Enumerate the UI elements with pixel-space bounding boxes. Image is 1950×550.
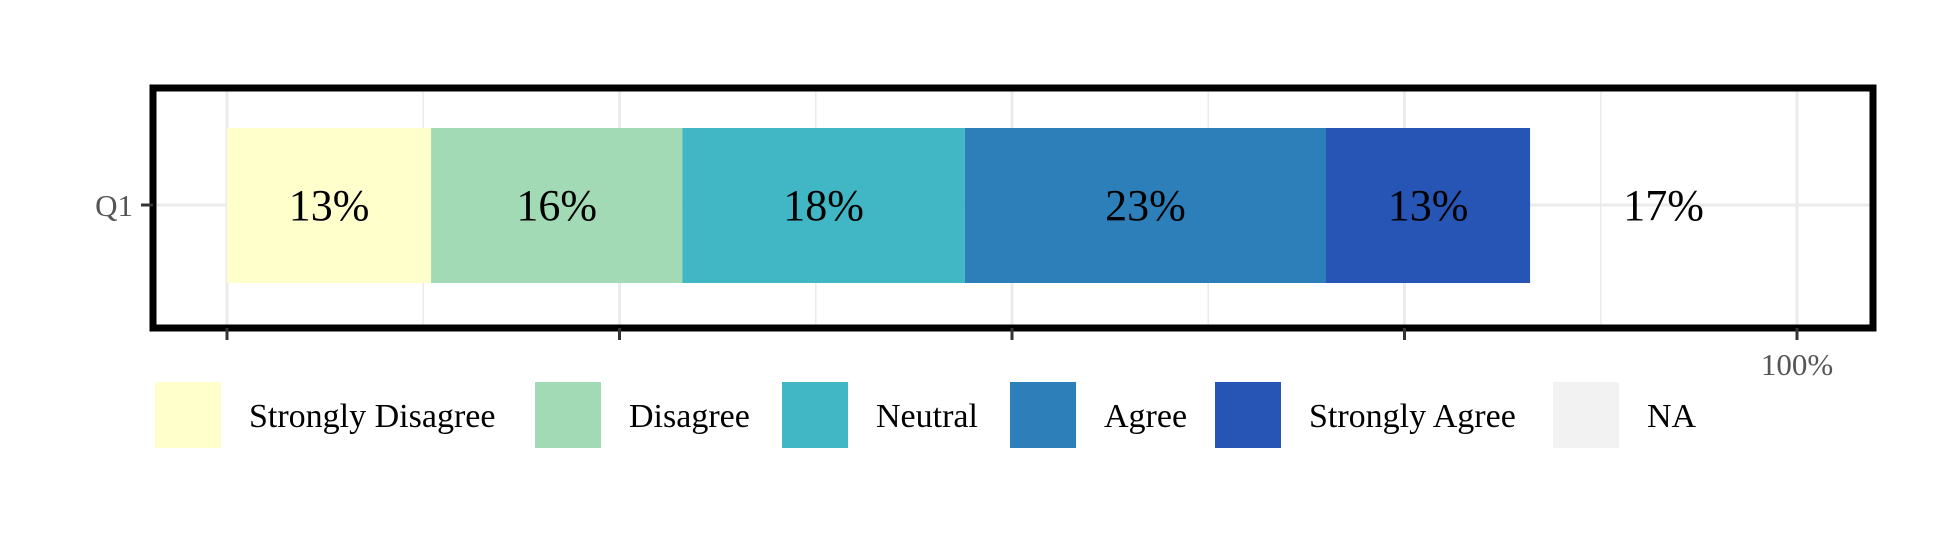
legend-label: NA [1647,398,1697,435]
x-tick-label: 100% [1761,347,1833,382]
legend-label: Strongly Disagree [249,398,495,435]
legend-key [782,382,848,448]
segment-value-label: 13% [1388,181,1469,230]
segment-value-label: 23% [1105,181,1186,230]
segment-labels: 13% 16% 18% 23% 13% 17% [289,181,1704,230]
bar-segment-strongly-disagree [227,128,432,283]
segment-value-label: 13% [289,181,370,230]
bar-segment-agree [964,128,1326,283]
legend: Strongly Disagree Disagree Neutral Agree Str… [155,382,1697,448]
stacked-bar [227,128,1531,283]
segment-value-label: 18% [783,181,864,230]
legend-key [535,382,601,448]
legend-label: Neutral [876,398,978,435]
legend-key [1215,382,1281,448]
bar-segment-neutral [682,128,965,283]
legend-key [1553,382,1619,448]
legend-key [1010,382,1076,448]
segment-value-label: 16% [516,181,597,230]
segment-value-label: 17% [1623,181,1704,230]
axes: Q1 100% [95,188,1833,382]
legend-label: Agree [1104,398,1187,435]
legend-label: Disagree [629,398,750,435]
bar-segment-disagree [431,128,683,283]
bar-segment-strongly-agree [1326,128,1531,283]
legend-key [155,382,221,448]
legend-label: Strongly Agree [1309,398,1516,435]
y-tick-label: Q1 [95,188,133,223]
